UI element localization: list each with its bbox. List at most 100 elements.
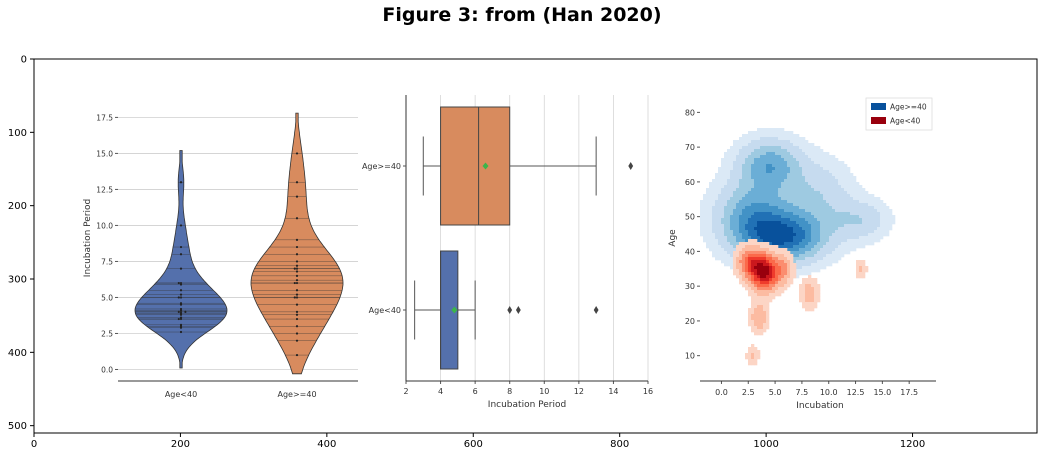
kde-cell — [796, 137, 800, 141]
kde-cell — [745, 200, 749, 204]
kde-cell — [814, 305, 818, 309]
kde-cell — [805, 266, 809, 270]
kde-cell — [757, 215, 761, 219]
kde-cell — [802, 260, 806, 264]
kde-cell — [811, 206, 815, 210]
kde-cell — [811, 290, 815, 294]
kde-cell — [865, 266, 869, 270]
kde-cell — [850, 182, 854, 186]
kde-cell — [862, 215, 866, 219]
kde-cell — [811, 218, 815, 222]
box-bodies — [414, 106, 634, 370]
kde-cell — [790, 161, 794, 165]
kde-cell — [763, 146, 767, 150]
kde-cell — [748, 134, 752, 138]
kde-cell — [787, 182, 791, 186]
kde-cell — [721, 188, 725, 192]
kde-cell — [796, 164, 800, 168]
kde-cell — [823, 188, 827, 192]
kde-cell — [781, 131, 785, 135]
kde-cell — [772, 296, 776, 300]
kde-cell — [811, 263, 815, 267]
kde-cell — [760, 233, 764, 237]
kde-cell — [706, 212, 710, 216]
kde-cell — [757, 314, 761, 318]
kde-cell — [772, 221, 776, 225]
kde-cell — [835, 215, 839, 219]
kde-cell — [709, 206, 713, 210]
kde-cell — [739, 272, 743, 276]
figure-title: Figure 3: from (Han 2020) — [382, 4, 662, 26]
kde-cell — [790, 245, 794, 249]
kde-cell — [856, 191, 860, 195]
kde-cell — [742, 200, 746, 204]
kde-cell — [772, 179, 776, 183]
violin-point — [177, 296, 180, 299]
kde-cell — [751, 221, 755, 225]
kde-cell — [823, 182, 827, 186]
kde-cell — [760, 149, 764, 153]
kde-cell — [754, 260, 758, 264]
kde-cell — [790, 140, 794, 144]
kde-cell — [850, 230, 854, 234]
kde-cell — [769, 224, 773, 228]
kde-cell — [739, 251, 743, 255]
kde-cell — [835, 158, 839, 162]
kde-cell — [745, 239, 749, 243]
kde-cell — [844, 200, 848, 204]
kde-cell — [745, 221, 749, 225]
kde-cell — [805, 194, 809, 198]
kde-cell — [829, 212, 833, 216]
kde-cell — [865, 218, 869, 222]
kde-cell — [787, 161, 791, 165]
kde-cell — [772, 176, 776, 180]
kde-cell — [721, 206, 725, 210]
kde-cell — [745, 257, 749, 261]
kde-cell — [832, 209, 836, 213]
kde-cell — [766, 308, 770, 312]
kde-cell — [748, 158, 752, 162]
kde-cell — [703, 209, 707, 213]
kde-cell — [733, 167, 737, 171]
kde-cell — [787, 191, 791, 195]
kde-cell — [745, 188, 749, 192]
kde-cell — [820, 152, 824, 156]
violin-x-tick-label: Age<40 — [165, 390, 197, 399]
kde-cell — [826, 257, 830, 261]
kde-cell — [865, 233, 869, 237]
kde-cell — [826, 248, 830, 252]
kde-cell — [748, 233, 752, 237]
kde-cell — [808, 269, 812, 273]
kde-cell — [751, 269, 755, 273]
kde-cell — [793, 149, 797, 153]
kde-cell — [715, 251, 719, 255]
kde-cell — [772, 260, 776, 264]
kde-cell — [787, 194, 791, 198]
kde-cell — [763, 290, 767, 294]
outer-x-tick-label: 200 — [171, 439, 190, 450]
kde-cell — [706, 221, 710, 225]
kde-cell — [826, 239, 830, 243]
kde-cell — [742, 149, 746, 153]
kde-x-tick-label: 0.0 — [715, 388, 728, 397]
kde-cell — [799, 254, 803, 258]
kde-cell — [811, 296, 815, 300]
kde-cell — [847, 236, 851, 240]
kde-cell — [850, 215, 854, 219]
kde-cell — [715, 245, 719, 249]
kde-cell — [751, 299, 755, 303]
kde-cell — [736, 170, 740, 174]
kde-cell — [796, 218, 800, 222]
kde-cell — [769, 149, 773, 153]
kde-cell — [877, 197, 881, 201]
kde-cell — [793, 164, 797, 168]
kde-cell — [814, 287, 818, 291]
kde-cell — [757, 266, 761, 270]
box-x-tick-label: 16 — [643, 387, 653, 396]
kde-cell — [826, 188, 830, 192]
kde-cell — [718, 239, 722, 243]
kde-cell — [772, 293, 776, 297]
kde-cell — [835, 224, 839, 228]
kde-cell — [751, 197, 755, 201]
